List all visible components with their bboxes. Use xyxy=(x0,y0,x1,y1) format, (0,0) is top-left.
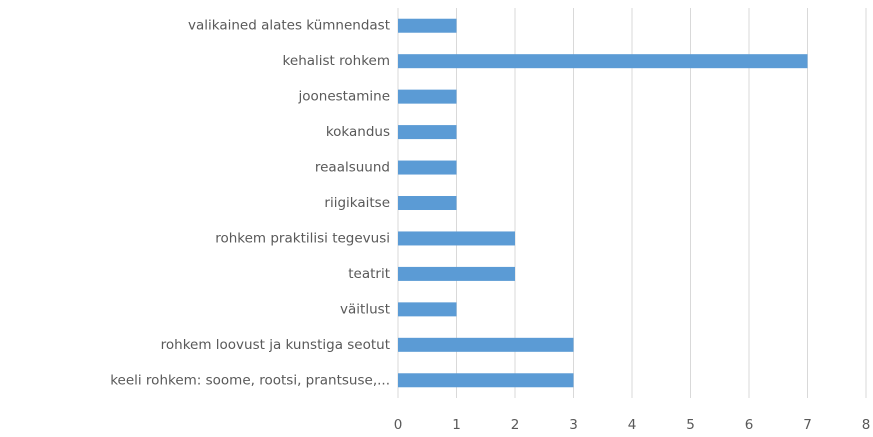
y-tick-label: rohkem loovust ja kunstiga seotut xyxy=(161,337,390,353)
x-tick-label: 3 xyxy=(569,417,578,433)
bar xyxy=(398,18,457,33)
y-tick-label: väitlust xyxy=(340,301,390,317)
x-tick-label: 8 xyxy=(862,417,871,433)
y-tick-label: valikained alates kümnendast xyxy=(188,18,390,34)
y-tick-label: kokandus xyxy=(326,124,390,140)
x-tick-label: 7 xyxy=(803,417,812,433)
y-tick-label: kehalist rohkem xyxy=(283,53,390,69)
x-tick-label: 0 xyxy=(394,417,403,433)
y-tick-label: riigikaitse xyxy=(324,195,390,211)
y-tick-label: reaalsuund xyxy=(315,160,390,176)
bar xyxy=(398,89,457,104)
y-tick-label: keeli rohkem: soome, rootsi, prantsuse,.… xyxy=(110,372,390,388)
x-tick-label: 5 xyxy=(686,417,695,433)
x-tick-label: 4 xyxy=(628,417,637,433)
x-tick-label: 2 xyxy=(511,417,520,433)
bar xyxy=(398,337,574,352)
bar xyxy=(398,266,515,281)
y-tick-label: joonestamine xyxy=(298,89,391,105)
bar xyxy=(398,160,457,175)
x-tick-label: 1 xyxy=(452,417,461,433)
y-tick-label: teatrit xyxy=(348,266,390,282)
bar xyxy=(398,125,457,140)
bar xyxy=(398,231,515,246)
bar xyxy=(398,302,457,317)
bar xyxy=(398,373,574,388)
bar xyxy=(398,196,457,210)
x-tick-label: 6 xyxy=(745,417,754,433)
bar xyxy=(398,54,808,69)
y-tick-label: rohkem praktilisi tegevusi xyxy=(215,230,390,246)
